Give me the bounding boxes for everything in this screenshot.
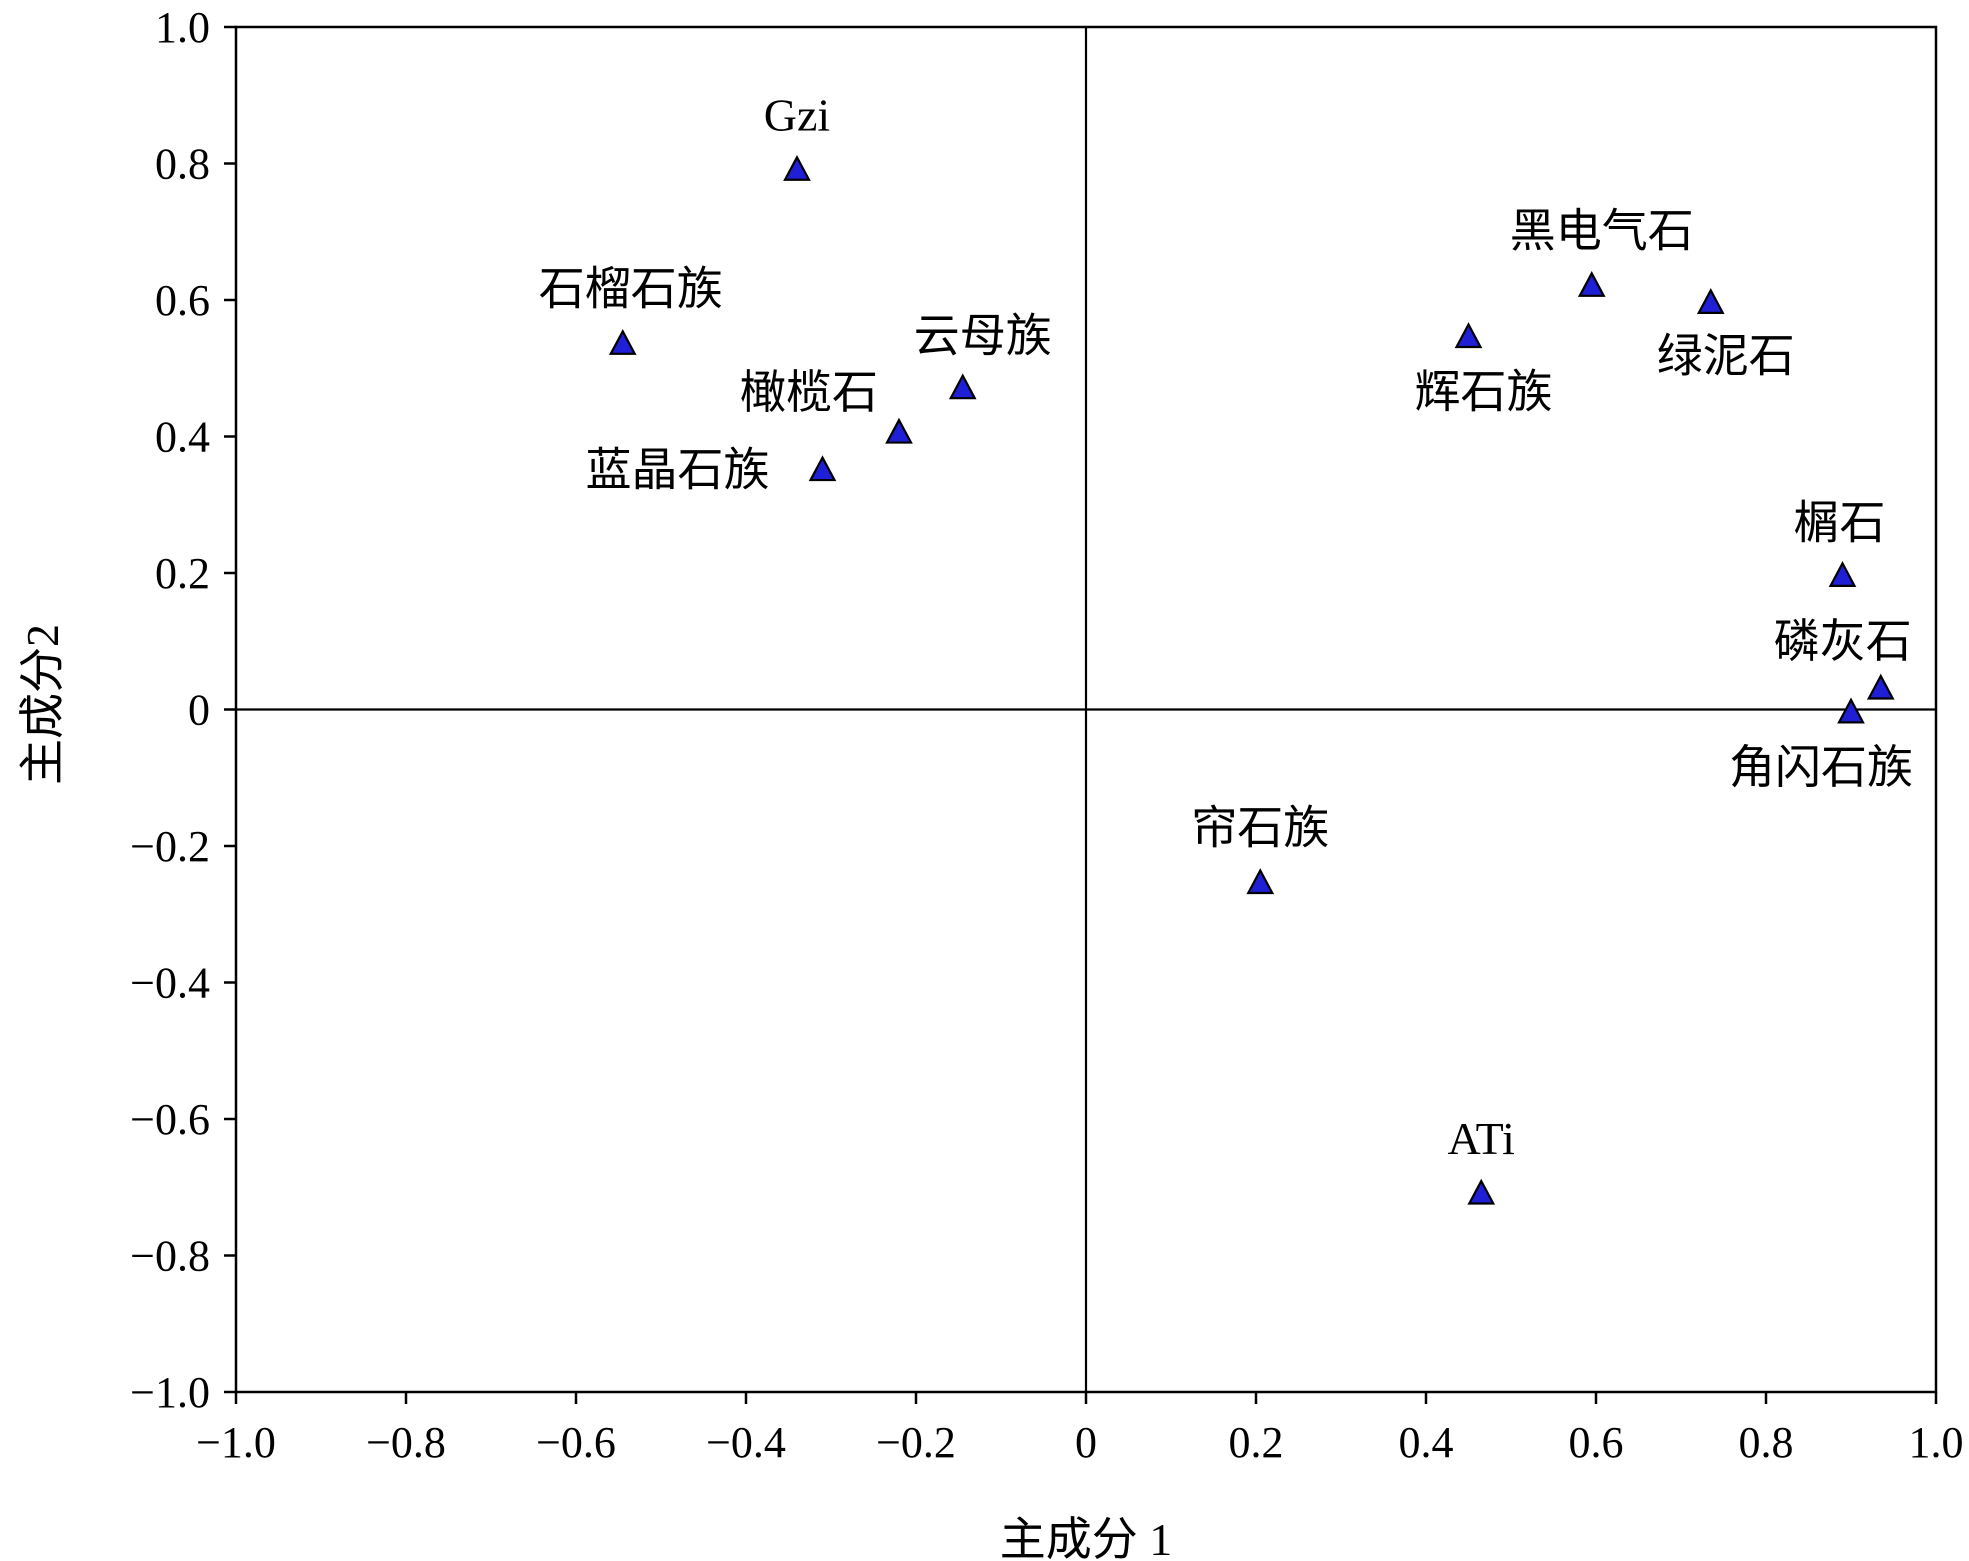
data-point-marker (1454, 322, 1483, 349)
y-tick-label: −0.8 (130, 1232, 210, 1281)
y-tick-label: 1.0 (155, 3, 210, 52)
point-label: 云母族 (914, 311, 1052, 362)
data-point-marker (948, 373, 977, 400)
data-point-marker (1837, 697, 1865, 724)
y-tick-label: 0.6 (155, 276, 210, 325)
y-tick-label: 0.2 (155, 549, 210, 598)
data-point-marker (1866, 673, 1895, 700)
y-axis-label: 主成分2 (17, 624, 68, 785)
y-tick-label: −1.0 (130, 1368, 210, 1417)
point-label: 帘石族 (1191, 803, 1329, 854)
x-axis-label: 主成分 1 (1000, 1514, 1173, 1561)
y-tick-label: −0.2 (130, 822, 210, 871)
point-label: 黑电气石 (1510, 205, 1694, 256)
y-tick-label: −0.6 (130, 1095, 210, 1144)
data-point-marker (1828, 561, 1857, 587)
point-label: 石榴石族 (539, 263, 723, 314)
reference-lines (236, 27, 1936, 1392)
data-point-marker (1696, 288, 1725, 314)
y-tick-label: −0.4 (130, 959, 210, 1008)
x-tick-label: −0.4 (706, 1418, 786, 1467)
x-tick-label: 0.2 (1229, 1418, 1284, 1467)
axis-ticks (224, 25, 1938, 1404)
point-label: 磷灰石 (1774, 616, 1912, 667)
x-tick-label: 1.0 (1909, 1418, 1964, 1467)
y-tick-labels: 1.0 0.8 0.6 0.4 0.2 0 −0.2 −0.4 −0.6 −0.8 −1.0 (130, 3, 210, 1417)
data-points (608, 154, 1895, 1205)
x-tick-label: 0.4 (1399, 1418, 1454, 1467)
point-label: 榍石 (1794, 497, 1886, 548)
data-point-marker (1246, 868, 1275, 895)
x-tick-label: −1.0 (196, 1418, 276, 1467)
point-label: Gzi (764, 89, 830, 140)
data-point-marker (808, 455, 837, 482)
y-tick-label: 0.4 (155, 413, 210, 462)
data-point-marker (885, 417, 913, 444)
x-tick-label: 0 (1075, 1418, 1097, 1467)
point-label: 橄榄石 (740, 367, 878, 418)
y-tick-label: 0 (188, 686, 210, 735)
data-point-marker (783, 154, 811, 181)
x-tick-label: −0.6 (536, 1418, 616, 1467)
point-label: ATi (1448, 1113, 1515, 1164)
y-tick-label: 0.8 (155, 140, 210, 189)
plot-frame (234, 25, 1938, 1394)
data-point-marker (1467, 1178, 1496, 1205)
x-tick-label: −0.8 (366, 1418, 446, 1467)
data-point-marker (1577, 270, 1606, 297)
x-tick-label: 0.8 (1739, 1418, 1794, 1467)
point-label: 绿泥石 (1657, 330, 1795, 381)
x-tick-label: 0.6 (1569, 1418, 1624, 1467)
point-label: 辉石族 (1415, 367, 1553, 418)
x-tick-labels: −1.0 −0.8 −0.6 −0.4 −0.2 0 0.2 0.4 0.6 0.8 1.0 (196, 1418, 1963, 1467)
point-label: 角闪石族 (1729, 742, 1913, 793)
data-point-marker (608, 329, 637, 355)
x-tick-label: −0.2 (876, 1418, 956, 1467)
point-label: 蓝晶石族 (586, 445, 770, 496)
